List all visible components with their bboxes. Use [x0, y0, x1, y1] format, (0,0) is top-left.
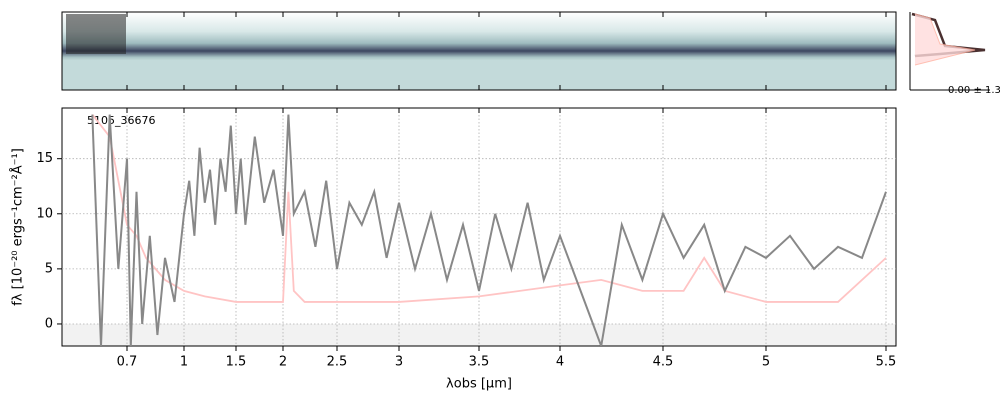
y-tick-label: 5	[45, 261, 53, 276]
y-axis-label: fλ [10⁻²⁰ ergs⁻¹cm⁻²Å⁻¹]	[10, 148, 26, 306]
x-tick-label: 1	[180, 355, 188, 370]
y-tick-label: 10	[36, 206, 53, 221]
x-tick-label: 5.5	[876, 355, 897, 370]
spectrum-line	[91, 114, 887, 346]
y-tick-label: 15	[36, 151, 53, 166]
y-tick-label: 0	[45, 316, 53, 331]
x-tick-label: 2.5	[327, 355, 348, 370]
x-tick-label: 0.7	[117, 355, 138, 370]
noisy-region	[66, 14, 126, 54]
x-axis-label: λobs [μm]	[446, 377, 512, 392]
spectrum-2d-image	[61, 11, 897, 91]
x-tick-label: 4	[556, 355, 564, 370]
side-profile-error	[914, 13, 976, 66]
side-label: 0.00 ± 1.32	[948, 85, 1000, 96]
x-tick-label: 3	[395, 355, 403, 370]
x-tick-label: 1.5	[226, 355, 247, 370]
below-zero-band	[62, 323, 896, 346]
x-tick-label: 4.5	[653, 355, 674, 370]
x-tick-label: 5	[762, 355, 770, 370]
spectrum-line	[91, 114, 887, 303]
annotation: 5105_36676	[87, 114, 156, 127]
x-tick-label: 2	[279, 355, 287, 370]
x-tick-label: 3.5	[469, 355, 490, 370]
